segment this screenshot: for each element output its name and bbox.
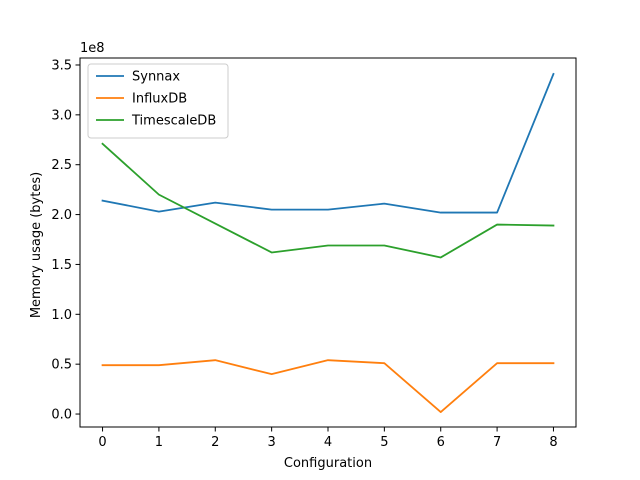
x-tick-label: 1	[155, 435, 163, 450]
x-axis-label: Configuration	[284, 456, 372, 471]
x-tick-label: 7	[493, 435, 501, 450]
y-tick-label: 0.5	[51, 358, 72, 373]
y-tick-label: 3.5	[51, 58, 72, 73]
y-tick-label: 0.0	[51, 408, 72, 423]
series-line-timescaledb	[101, 142, 555, 259]
x-tick-label: 0	[98, 435, 106, 450]
x-tick-label: 2	[211, 435, 219, 450]
axes-layer: 0 1 2 3 4 5 6 7 8 0.0 0.5 1.0 1.5 2.0 2.5 3.0 3.5	[51, 57, 577, 450]
series-line-synnax	[101, 72, 555, 214]
series-line-influxdb	[101, 359, 555, 413]
y-tick-label: 1.5	[51, 258, 72, 273]
series-layer	[101, 72, 555, 413]
x-tick-label: 5	[380, 435, 388, 450]
y-tick-label: 2.5	[51, 158, 72, 173]
x-tick-label: 4	[324, 435, 332, 450]
y-offset-label: 1e8	[80, 41, 105, 56]
y-tick-label: 2.0	[51, 208, 72, 223]
legend: Synnax InfluxDB TimescaleDB	[87, 63, 229, 139]
legend-label-influxdb: InfluxDB	[132, 92, 187, 107]
y-axis-label: Memory usage (bytes)	[29, 172, 44, 318]
y-tick-label: 3.0	[51, 108, 72, 123]
x-tick-label: 3	[267, 435, 275, 450]
x-tick-label: 8	[549, 435, 557, 450]
legend-label-synnax: Synnax	[132, 70, 180, 85]
legend-label-timescaledb: TimescaleDB	[131, 114, 216, 129]
x-tick-label: 6	[437, 435, 445, 450]
y-tick-label: 1.0	[51, 308, 72, 323]
